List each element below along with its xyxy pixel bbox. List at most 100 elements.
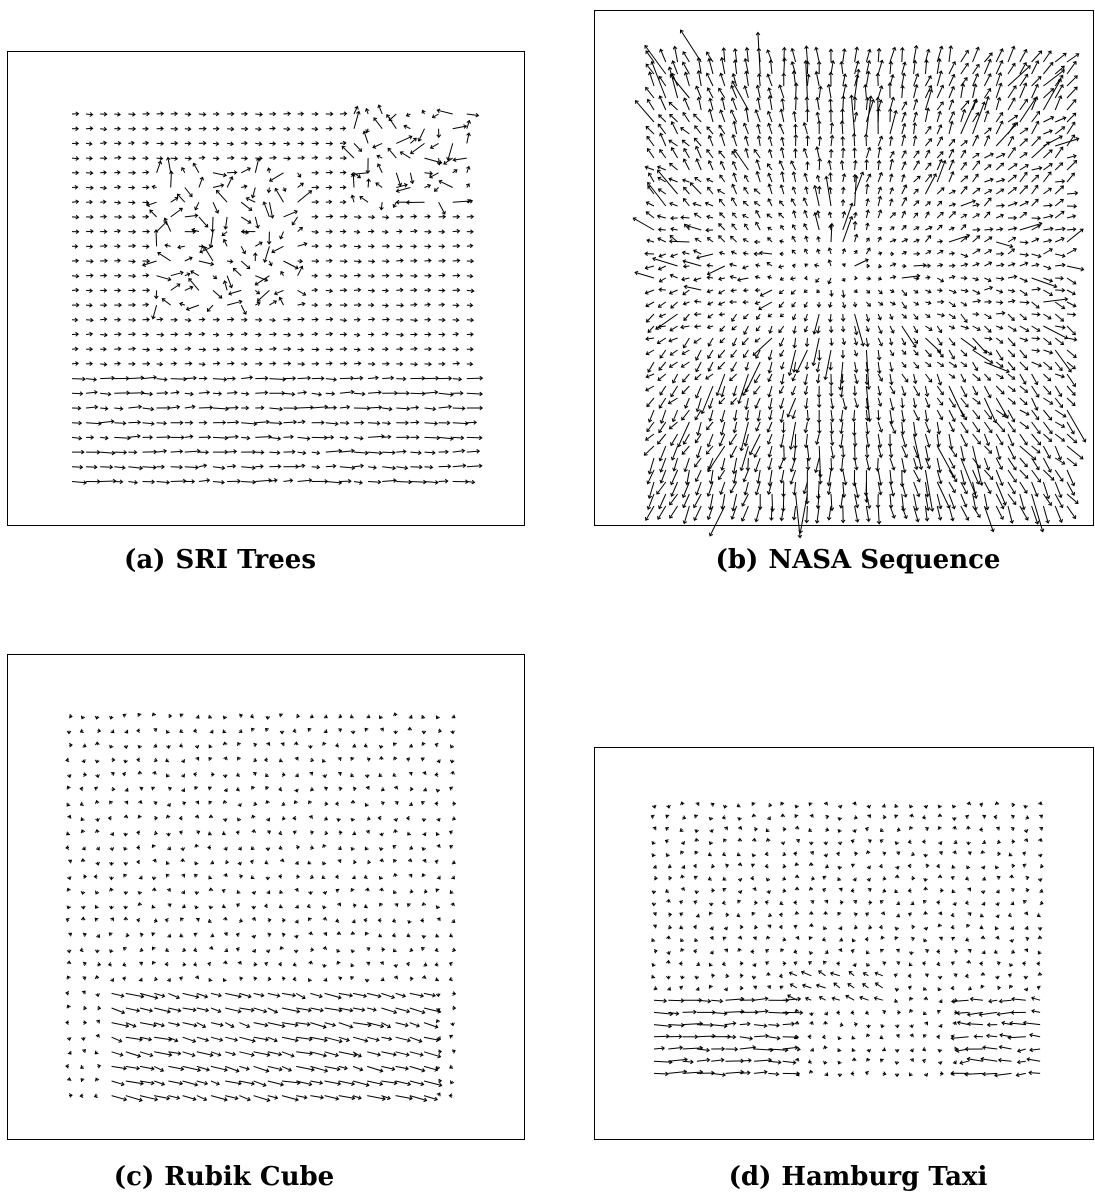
flow-vector — [368, 288, 376, 294]
flow-vector — [210, 1022, 224, 1028]
flow-vector — [669, 273, 678, 279]
flow-vector — [863, 133, 869, 147]
flow-vector — [100, 140, 108, 146]
flow-vector — [396, 406, 411, 412]
flow-vector — [434, 947, 439, 952]
flow-vector — [212, 435, 229, 441]
flow-vector — [756, 97, 761, 111]
flow-vector — [410, 391, 426, 397]
flow-vector — [996, 875, 1001, 880]
flow-vector — [966, 959, 972, 964]
flow-vector — [839, 120, 845, 135]
flow-vector — [965, 814, 970, 820]
flow-vector — [739, 924, 744, 930]
flow-vector — [1066, 312, 1077, 317]
flow-vector — [403, 124, 411, 130]
flow-vector — [766, 890, 771, 895]
flow-vector — [338, 1095, 356, 1101]
flow-vector — [368, 361, 376, 367]
flow-vector — [222, 799, 228, 804]
flow-vector — [311, 479, 329, 484]
flow-vector — [195, 800, 200, 805]
flow-vector — [179, 976, 184, 981]
flow-vector — [382, 465, 397, 471]
flow-vector — [779, 985, 784, 990]
flow-vector — [438, 214, 447, 219]
flow-vector — [237, 846, 242, 851]
flow-vector — [779, 901, 784, 905]
flow-vector — [225, 1036, 239, 1042]
flow-vector — [94, 904, 99, 909]
flow-vector — [711, 1046, 726, 1052]
flow-vector — [925, 827, 930, 832]
flow-vector — [754, 337, 761, 343]
flow-vector — [1055, 116, 1067, 123]
flow-vector — [719, 160, 726, 171]
flow-vector — [1036, 961, 1041, 966]
flow-vector — [338, 728, 343, 733]
flow-vector — [1007, 433, 1015, 447]
flow-vector — [778, 212, 785, 219]
flow-vector — [708, 841, 714, 846]
flow-vector — [110, 917, 114, 922]
flow-vector — [226, 176, 234, 188]
flow-vector — [325, 302, 333, 308]
flow-vector — [353, 244, 362, 250]
flow-vector — [897, 1010, 901, 1015]
flow-vector — [1021, 961, 1026, 966]
flow-vector — [168, 1080, 184, 1086]
flow-vector — [995, 122, 1019, 147]
flow-vector — [179, 743, 184, 748]
flow-vector — [924, 149, 931, 159]
flow-vector — [1019, 97, 1037, 123]
flow-vector — [841, 277, 846, 282]
flow-vector — [716, 189, 726, 195]
flow-vector — [718, 276, 725, 282]
flow-vector — [981, 950, 986, 955]
flow-vector — [865, 421, 870, 435]
flow-vector — [339, 389, 355, 395]
flow-vector — [707, 57, 714, 75]
flow-vector — [789, 469, 797, 485]
flow-vector — [972, 361, 979, 372]
flow-vector — [142, 317, 150, 322]
flow-vector — [366, 947, 371, 952]
flow-vector — [324, 801, 329, 807]
flow-vector — [194, 905, 199, 910]
flow-vector — [396, 479, 413, 485]
flow-vector — [913, 44, 919, 63]
flow-vector — [647, 481, 655, 500]
flow-vector — [1043, 203, 1053, 208]
flow-vector — [939, 1071, 944, 1076]
flow-vector — [823, 853, 829, 858]
flow-vector — [658, 114, 667, 123]
flow-vector — [409, 845, 414, 850]
flow-vector — [438, 375, 453, 381]
flow-vector — [1007, 313, 1015, 321]
flow-vector — [253, 976, 258, 981]
flow-vector — [888, 337, 894, 346]
flow-vector — [1043, 337, 1052, 345]
flow-vector — [1054, 126, 1066, 135]
flow-field-hamburg-taxi — [594, 747, 1094, 1140]
flow-vector — [711, 888, 716, 893]
flow-vector — [822, 888, 827, 893]
flow-vector — [266, 187, 272, 194]
flow-vector — [895, 948, 900, 953]
flow-vector — [995, 59, 1004, 75]
flow-vector — [668, 421, 678, 430]
flow-vector — [921, 839, 926, 844]
flow-vector — [867, 888, 872, 892]
flow-vector — [396, 376, 407, 382]
flow-vector — [423, 962, 428, 967]
flow-vector — [336, 960, 341, 965]
flow-vector — [973, 1034, 983, 1039]
flow-vector — [696, 1057, 711, 1063]
flow-vector — [737, 890, 743, 894]
flow-vector — [310, 830, 314, 835]
flow-vector — [240, 246, 247, 255]
flow-vector — [449, 845, 454, 849]
flow-vector — [666, 975, 671, 980]
flow-vector — [184, 465, 199, 470]
flow-vector — [353, 463, 365, 469]
